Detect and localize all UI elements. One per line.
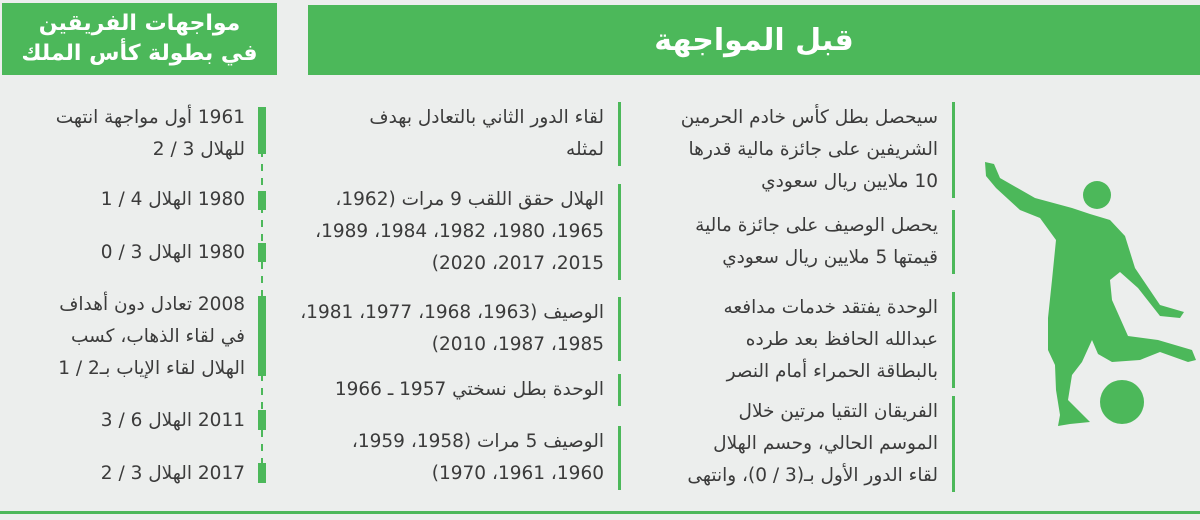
fact-line: سيحصل بطل كأس خادم الحرمين xyxy=(680,107,938,128)
fact-item: لقاء الدور الثاني بالتعادل بهدف لمثله xyxy=(369,102,621,166)
fact-line: 1960، 1961، 1970) xyxy=(431,463,604,484)
timeline-marker xyxy=(258,107,266,154)
fact-line: الهلال حقق اللقب 9 مرات (1962، xyxy=(335,189,604,210)
timeline-marker xyxy=(258,243,266,262)
before-match-header: قبل المواجهة xyxy=(308,5,1200,75)
fact-item: الهلال حقق اللقب 9 مرات (1962، 1965، 198… xyxy=(315,184,621,280)
fact-line: عبدالله الحافظ بعد طرده xyxy=(745,329,938,350)
fact-item: الوحدة بطل نسختي 1957 ـ 1966 xyxy=(335,374,621,406)
fact-line: 1965، 1980، 1982، 1984، 1989، xyxy=(315,221,604,242)
timeline-marker xyxy=(258,463,266,483)
fact-item: يحصل الوصيف على جائزة مالية قيمتها 5 ملا… xyxy=(695,210,955,274)
fact-item: الفريقان التقيا مرتين خلال الموسم الحالي… xyxy=(687,396,955,492)
fact-line: الوصيف 5 مرات (1958، 1959، xyxy=(351,431,604,452)
timeline-marker xyxy=(258,410,266,430)
history-item: 2017 الهلال 3 / 2 xyxy=(101,458,262,490)
history-item: 1961 أول مواجهة انتهت للهلال 3 / 2 xyxy=(56,102,262,166)
timeline-marker xyxy=(258,296,266,376)
fact-line: لقاء الدور الأول بـ(3 / 0)، وانتهى xyxy=(687,465,938,486)
fact-line: لقاء الدور الثاني بالتعادل بهدف xyxy=(369,107,604,128)
fact-line: 2015، 2017، 2020) xyxy=(431,253,604,274)
fact-item: الوصيف (1963، 1968، 1977، 1981، 1985، 19… xyxy=(300,297,621,361)
fact-line: يحصل الوصيف على جائزة مالية xyxy=(695,215,938,236)
history-line: للهلال 3 / 2 xyxy=(152,139,245,160)
history-item: 1980 الهلال 3 / 0 xyxy=(101,237,262,269)
fact-line: الوصيف (1963، 1968، 1977، 1981، xyxy=(300,302,604,323)
history-line: 1980 الهلال 4 / 1 xyxy=(100,189,245,210)
fact-line: 10 ملايين ريال سعودي xyxy=(761,171,938,192)
history-line: 1961 أول مواجهة انتهت xyxy=(55,107,245,128)
fact-line: قيمتها 5 ملايين ريال سعودي xyxy=(722,247,938,268)
timeline-dashed-line xyxy=(261,108,263,480)
history-line: 2011 الهلال 6 / 3 xyxy=(100,410,245,431)
fact-line: لمثله xyxy=(566,139,604,160)
fact-line: الفريقان التقيا مرتين خلال xyxy=(738,401,939,422)
side-header-line: مواجهات الفريقين xyxy=(38,11,241,36)
fact-item: سيحصل بطل كأس خادم الحرمين الشريفين على … xyxy=(681,102,955,198)
history-line: في لقاء الذهاب، كسب xyxy=(71,326,245,347)
header-title: قبل المواجهة xyxy=(654,22,854,58)
history-item: 2011 الهلال 6 / 3 xyxy=(101,405,262,437)
fact-item: الوحدة يفتقد خدمات مدافعه عبدالله الحافظ… xyxy=(723,292,955,388)
bottom-divider xyxy=(0,511,1200,514)
fact-line: 1985، 1987، 2010) xyxy=(431,334,604,355)
fact-line: الوحدة بطل نسختي 1957 ـ 1966 xyxy=(334,379,604,400)
head-to-head-header: مواجهات الفريقين في بطولة كأس الملك xyxy=(2,3,277,75)
fact-line: الوحدة يفتقد خدمات مدافعه xyxy=(723,297,938,318)
history-line: الهلال لقاء الإياب بـ2 / 1 xyxy=(58,358,245,379)
fact-line: الشريفين على جائزة مالية قدرها xyxy=(688,139,938,160)
history-line: 1980 الهلال 3 / 0 xyxy=(100,242,245,263)
timeline-marker xyxy=(258,191,266,210)
history-item: 2008 تعادل دون أهداف في لقاء الذهاب، كسب… xyxy=(58,289,262,385)
history-line: 2017 الهلال 3 / 2 xyxy=(100,463,245,484)
side-header-line: في بطولة كأس الملك xyxy=(21,41,258,66)
history-line: 2008 تعادل دون أهداف xyxy=(59,294,245,315)
history-item: 1980 الهلال 4 / 1 xyxy=(101,184,262,216)
fact-line: بالبطاقة الحمراء أمام النصر xyxy=(726,361,938,382)
football-player-kicking-icon xyxy=(985,162,1196,426)
fact-item: الوصيف 5 مرات (1958، 1959، 1960، 1961، 1… xyxy=(352,426,621,490)
fact-line: الموسم الحالي، وحسم الهلال xyxy=(713,433,938,454)
